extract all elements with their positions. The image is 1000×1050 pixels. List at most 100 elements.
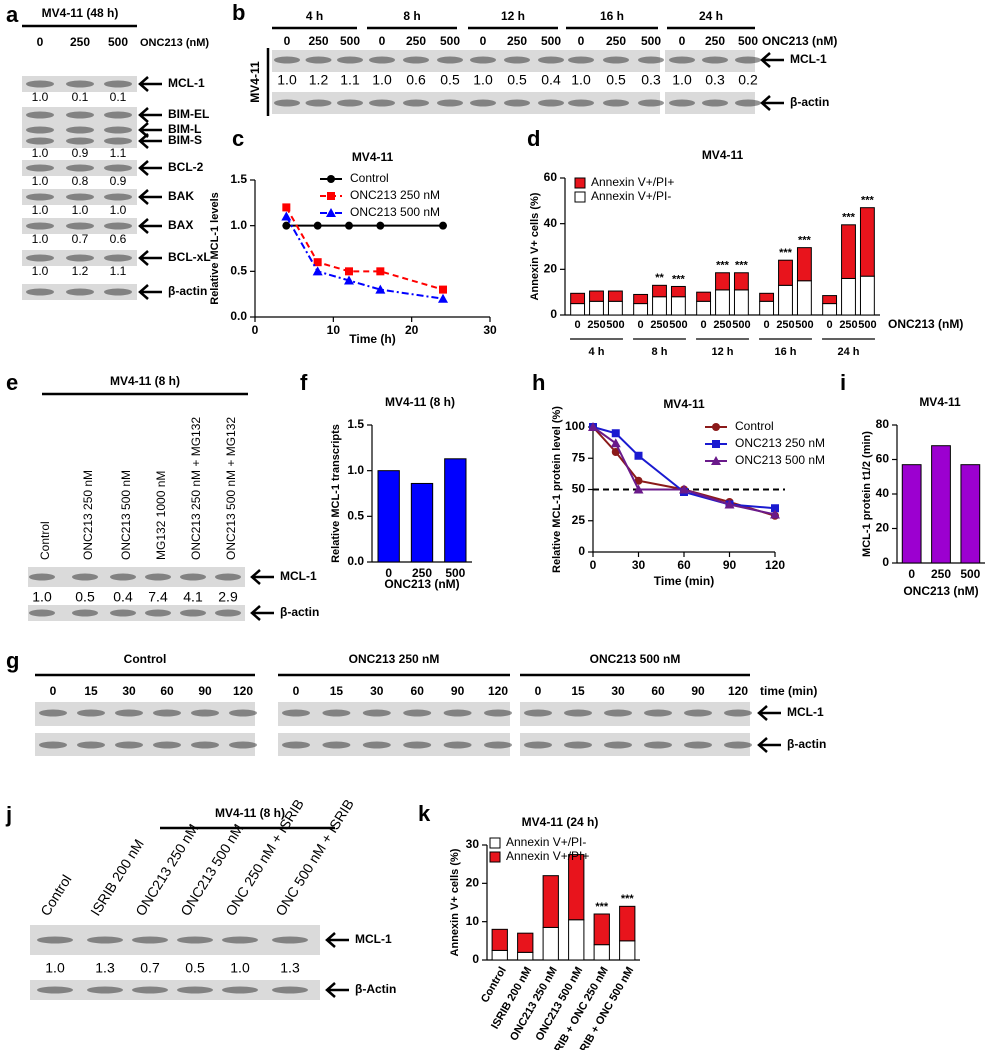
point: [313, 258, 322, 267]
legend-swatch: [489, 837, 501, 849]
band-quant: 0.9: [110, 174, 127, 188]
protein-label: BIM-L: [168, 122, 201, 136]
blot-band: [115, 741, 143, 749]
blot-band: [37, 936, 73, 944]
blot-band: [66, 193, 94, 201]
blot-band: [702, 56, 728, 64]
point: [610, 438, 621, 448]
blot-band: [369, 99, 395, 107]
arrow: [138, 218, 162, 234]
x-tick-label: 500: [606, 319, 624, 331]
bar-segment: [491, 949, 508, 961]
legend-label: Control: [350, 171, 389, 185]
blot-band: [110, 609, 136, 617]
bar: [960, 464, 981, 564]
band-quant: 0.7: [140, 960, 160, 976]
bar-segment: [796, 280, 812, 316]
panel-label: b: [232, 0, 245, 25]
bar-segment: [593, 944, 610, 961]
y-tick-label: 20: [876, 521, 890, 535]
band-quant: 1.0: [32, 589, 52, 605]
legend-label: ONC213 250 nM: [735, 436, 825, 450]
x-tick-label: 120: [765, 558, 785, 572]
legend-label: ONC213 250 nM: [350, 188, 440, 202]
blot-band: [39, 741, 67, 749]
protein-label: β-actin: [787, 737, 826, 751]
blot-band: [282, 709, 310, 717]
band-quant: 1.0: [32, 146, 49, 160]
band-quant: 0.5: [75, 589, 95, 605]
significance-label: ***: [595, 901, 609, 913]
blot-band: [66, 254, 94, 262]
blot-membrane: [28, 605, 245, 621]
series-line: [285, 216, 444, 300]
lane-label: ONC213 500 nM + MG132: [224, 417, 238, 560]
lane-label: 250: [606, 34, 626, 48]
y-tick-label: 30: [466, 837, 480, 851]
protein-label: BAK: [168, 189, 194, 203]
point: [679, 484, 689, 494]
blot-band: [604, 741, 632, 749]
arrow: [138, 133, 162, 149]
x-tick-label: 0: [908, 567, 915, 581]
arrow: [250, 569, 274, 585]
blot-band: [403, 709, 432, 717]
blot-band: [104, 193, 132, 201]
protein-label: MCL-1: [787, 705, 824, 719]
band-quant: 1.3: [280, 960, 300, 976]
blot-band: [180, 609, 206, 617]
band-quant: 0.1: [72, 90, 89, 104]
band-quant: 0.4: [113, 589, 133, 605]
band-quant: 0.2: [738, 72, 758, 88]
blot-membrane: [278, 702, 510, 726]
band-quant: 1.0: [571, 72, 591, 88]
band-quant: 0.5: [606, 72, 626, 88]
x-tick-label: 0: [701, 319, 707, 331]
legend-marker: [326, 208, 336, 217]
band-quant: 1.1: [110, 146, 127, 160]
panel-label: e: [6, 370, 18, 395]
point: [633, 484, 644, 494]
lane-label: 250: [406, 34, 426, 48]
arrow: [757, 737, 781, 753]
blot-band: [724, 709, 752, 717]
blot-band: [504, 99, 530, 107]
blot-band: [272, 936, 308, 944]
chart-title: MV4-11: [352, 150, 394, 164]
blot-band: [282, 741, 310, 749]
blot-membrane: [278, 733, 510, 756]
legend-label: Control: [735, 419, 774, 433]
bar-segment: [570, 292, 586, 305]
legend-marker: [712, 440, 720, 448]
band-quant: 1.0: [672, 72, 692, 88]
x-tick-label: 250: [931, 567, 951, 581]
bar-segment: [517, 951, 534, 961]
band-quant: 7.4: [148, 589, 168, 605]
treatment-label: ONC213 (nM): [140, 37, 209, 49]
y-tick-label: 0: [550, 307, 557, 321]
lane-label: 250: [705, 34, 725, 48]
lane-label: 90: [451, 684, 465, 698]
point: [345, 267, 353, 276]
band-quant: 1.0: [32, 264, 49, 278]
blot-band: [322, 741, 351, 749]
chart-title: MV4-11: [702, 148, 744, 162]
protein-label: BCL-2: [168, 160, 204, 174]
point: [375, 284, 386, 294]
blot-band: [37, 986, 73, 994]
y-tick-label: 0.0: [347, 554, 364, 568]
blot-membrane: [30, 925, 320, 955]
lane-label: 90: [198, 684, 212, 698]
legend-label: Annexin V+/PI+: [506, 849, 589, 863]
lane-label: 0: [293, 684, 300, 698]
group-label: ONC213 250 nM: [349, 652, 440, 666]
bar: [377, 470, 400, 563]
blot-band: [638, 99, 664, 107]
bar-segment: [517, 932, 534, 953]
blot-band: [153, 741, 181, 749]
blot-membrane: [520, 733, 750, 756]
protein-label: BIM-S: [168, 133, 202, 147]
significance-label: **: [655, 272, 664, 284]
arrow: [757, 705, 781, 721]
blot-band: [403, 56, 429, 64]
